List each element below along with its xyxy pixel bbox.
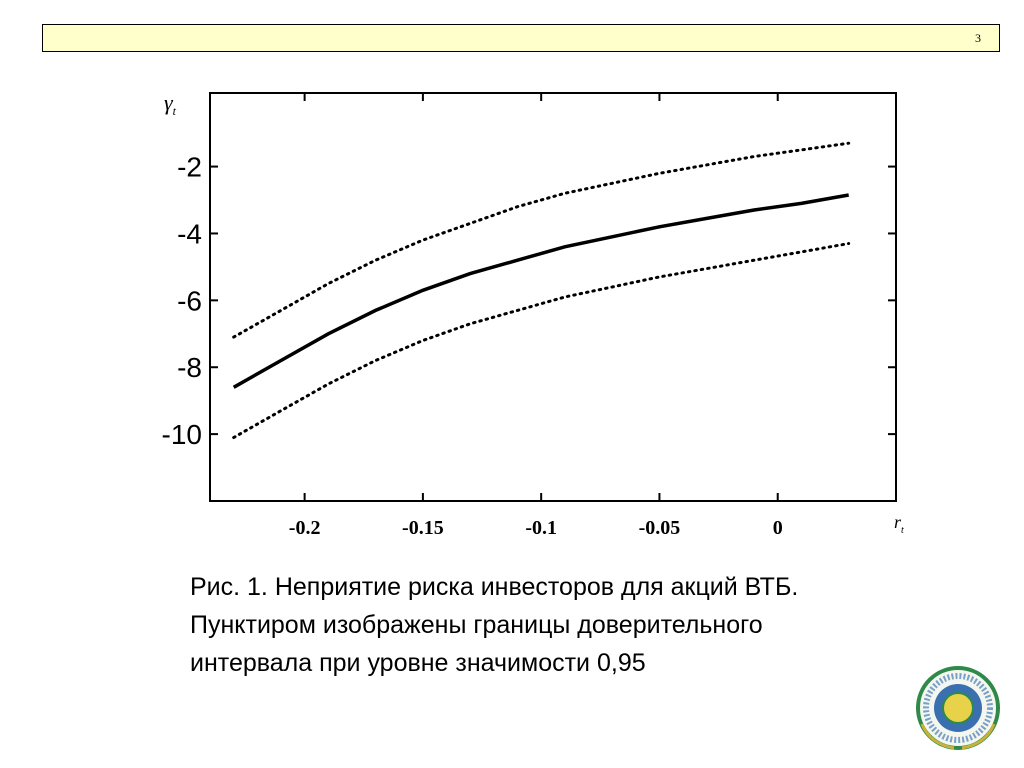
x-tick-label: 0 bbox=[773, 517, 783, 539]
caption-line-2: Пунктиром изображены границы доверительн… bbox=[190, 611, 763, 639]
y-tick-label: -8 bbox=[177, 352, 202, 383]
y-tick-label: -6 bbox=[177, 285, 202, 316]
caption-line-1: Рис. 1. Неприятие риска инвесторов для а… bbox=[190, 573, 799, 601]
x-axis-label: rt bbox=[894, 512, 904, 536]
x-ticks: -0.2 -0.15 -0.1 -0.05 0 bbox=[289, 93, 783, 539]
series-lines bbox=[232, 141, 851, 439]
page-header-bar: 3 bbox=[42, 24, 1000, 52]
x-tick-label: -0.05 bbox=[639, 517, 681, 539]
seal-laurel-left bbox=[920, 723, 955, 750]
y-ticks: -2 -4 -6 -8 -10 bbox=[162, 152, 896, 450]
y-tick-label: -4 bbox=[177, 218, 202, 249]
x-axis-label-subscript: t bbox=[901, 525, 904, 536]
seal-center-emblem bbox=[942, 692, 974, 724]
x-tick-label: -0.1 bbox=[525, 517, 557, 539]
series-line-lower-bound bbox=[232, 242, 851, 439]
seal-laurel-right bbox=[961, 723, 996, 750]
figure-caption: Рис. 1. Неприятие риска инвесторов для а… bbox=[190, 568, 990, 682]
plot-area-frame bbox=[209, 92, 897, 502]
university-seal-logo bbox=[916, 666, 1000, 750]
chart: -0.2 -0.15 -0.1 -0.05 0 -2 -4 -6 -8 -10 γt rt bbox=[162, 90, 904, 539]
seal-text-ring bbox=[923, 673, 993, 743]
x-tick-label: -0.2 bbox=[289, 517, 321, 539]
y-tick-label: -2 bbox=[177, 152, 202, 183]
series-line-estimate bbox=[232, 193, 850, 389]
y-tick-label: -10 bbox=[162, 419, 202, 450]
page-number: 3 bbox=[975, 31, 981, 45]
series-line-upper-bound bbox=[232, 141, 851, 339]
y-axis-label-subscript: t bbox=[173, 104, 177, 118]
y-axis-label: γt bbox=[164, 90, 177, 118]
caption-line-3: интервала при уровне значимости 0,95 bbox=[190, 649, 646, 677]
x-tick-label: -0.15 bbox=[402, 517, 444, 539]
